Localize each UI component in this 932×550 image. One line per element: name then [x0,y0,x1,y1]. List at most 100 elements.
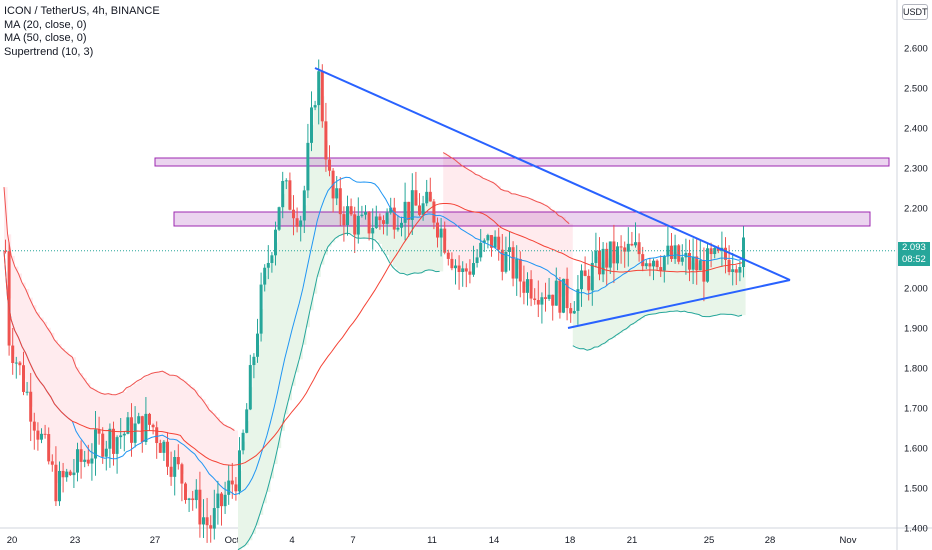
legend-supertrend[interactable]: Supertrend (10, 3) [4,45,94,58]
candle-body [634,242,637,246]
candle-body [299,220,303,227]
candle-body [158,443,162,453]
supertrend-line [3,187,235,431]
candle-body [36,430,40,440]
candle-body [518,258,522,282]
candle-body [400,222,403,228]
candle-body [396,227,400,230]
x-tick-label: 4 [289,535,294,546]
candle-body [612,241,616,264]
candle-body [292,209,295,219]
candle-body [281,180,285,208]
candle-body [227,480,231,495]
candle-body [104,448,108,457]
candle-body [169,466,173,477]
y-tick-label: 1.400 [904,524,928,535]
candle-body [734,269,738,273]
candle-body [695,256,699,271]
candle-body [475,257,479,264]
candle-body [468,271,472,275]
candle-body [302,190,306,221]
candle-body [428,191,432,202]
candle-body [637,242,641,255]
candle-body [385,212,389,224]
candle-body [7,251,11,346]
candle-body [83,459,87,462]
candle-body [680,257,684,262]
legend-symbol[interactable]: ICON / TetherUS, 4h, BINANCE [4,5,160,17]
candle-body [176,457,180,465]
y-tick-label: 1.800 [904,364,928,375]
candle-body [230,480,234,485]
chart-legend: ICON / TetherUS, 4h, BINANCE MA (20, clo… [4,5,160,59]
candle-body [43,433,47,435]
candle-body [162,441,166,453]
candle-body [576,289,580,311]
y-tick-label: 2.000 [904,284,928,295]
candle-body [378,216,382,221]
candle-body [133,423,137,443]
supertrend-line [442,152,570,225]
candle-body [47,434,51,462]
candle-body [18,362,22,366]
y-tick-label: 1.500 [904,484,928,495]
triangle-lower-line [567,279,791,329]
candle-body [155,427,159,444]
candle-body [724,247,727,260]
y-tick-label: 2.300 [904,164,928,175]
candle-body [320,71,324,122]
candle-body [670,245,673,259]
candle-body [140,416,144,442]
candle-body [324,121,328,160]
candle-body [245,409,249,433]
candle-body [148,413,151,425]
candle-body [522,281,526,293]
candle-body [443,228,447,253]
candle-body [511,247,515,279]
candle-body [68,471,72,476]
y-tick-label: 1.600 [904,444,928,455]
candle-body [288,180,292,210]
candle-body [328,159,331,171]
candle-body [313,105,317,108]
candle-body [529,279,533,299]
candle-body [353,214,357,235]
currency-button[interactable]: USDT [902,4,928,20]
legend-ma20[interactable]: MA (20, close, 0) [4,18,87,31]
candle-body [569,308,573,314]
candle-body [151,424,155,428]
candle-body [61,470,65,478]
candle-body [500,249,504,272]
candle-body [317,71,321,106]
candle-body [86,459,90,464]
ma20-line [3,176,743,496]
resistance-zone [154,157,890,167]
candle-body [479,242,483,258]
candle-body [72,472,76,476]
candle-body [583,270,587,276]
candle-body [562,278,565,313]
candle-body [198,489,202,525]
x-tick-label: 14 [489,535,500,546]
candle-body [648,263,652,267]
legend-ma50[interactable]: MA (50, close, 0) [4,32,87,44]
candle-body [65,471,69,478]
candle-body [122,433,126,436]
candle-body [432,201,436,223]
candle-body [558,280,562,313]
candle-body [371,227,375,234]
x-tick-label: 18 [565,535,576,546]
candle-body [25,391,29,393]
candle-body [515,258,519,279]
candle-body [108,428,112,449]
candle-body [486,235,490,241]
x-tick-label: Oct [225,535,240,546]
candle-body [263,267,267,285]
y-tick-label: 2.500 [904,84,928,95]
candle-body [605,248,609,268]
candle-body [346,206,349,226]
candle-body [187,498,191,500]
candle-body [119,435,123,438]
candle-body [652,260,655,267]
